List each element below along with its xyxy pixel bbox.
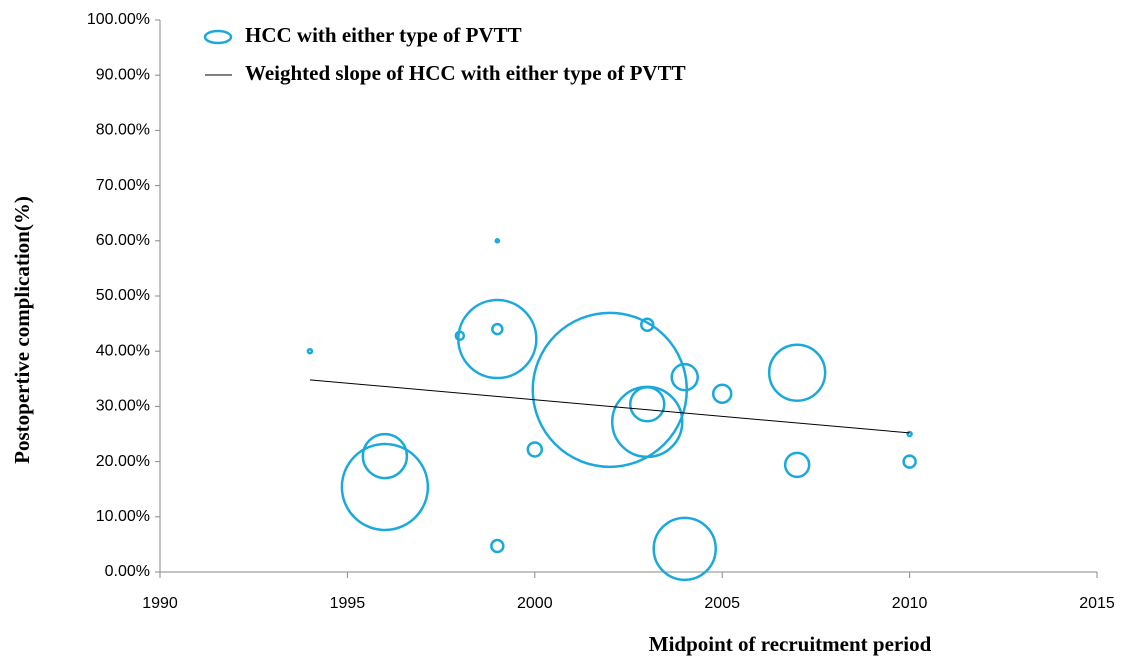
legend-label: HCC with either type of PVTT [245,23,522,47]
x-tick-label: 2000 [517,595,553,612]
y-tick-label: 60.00% [96,232,150,249]
bubble [711,383,733,404]
y-tick-label: 90.00% [96,66,150,83]
bubble [526,441,544,458]
y-tick-label: 20.00% [96,453,150,470]
bubble [361,432,409,480]
bubble [340,442,430,532]
x-tick-label: 2010 [892,595,928,612]
bubble [902,454,917,469]
legend-marker [203,29,233,45]
bubble [906,430,913,438]
y-tick-label: 50.00% [96,287,150,304]
bubble [639,317,655,332]
x-tick-label: 1995 [330,595,366,612]
trend-line [309,379,910,434]
bubble [610,385,684,459]
bubble [490,538,505,554]
y-tick-label: 10.00% [96,508,150,525]
x-tick-label: 1990 [142,595,178,612]
bubble [767,343,827,402]
y-tick-label: 30.00% [96,398,150,415]
bubble [783,451,811,479]
x-axis-label: Midpoint of recruitment period [649,632,932,656]
x-tick-label: 2015 [1079,595,1115,612]
y-tick-label: 0.00% [105,563,150,580]
y-tick-label: 100.00% [87,11,150,28]
y-tick-label: 80.00% [96,122,150,139]
bubble [652,516,717,582]
legend-label: Weighted slope of HCC with either type o… [245,61,686,85]
y-axis-label: Postopertive complication(%) [10,196,34,464]
bubble [494,238,501,244]
bubble [491,322,504,336]
bubble [628,385,666,423]
y-tick-label: 70.00% [96,177,150,194]
bubble [306,347,314,355]
y-tick-label: 40.00% [96,342,150,359]
x-tick-label: 2005 [704,595,740,612]
bubble [670,362,699,392]
bubble [457,298,538,380]
